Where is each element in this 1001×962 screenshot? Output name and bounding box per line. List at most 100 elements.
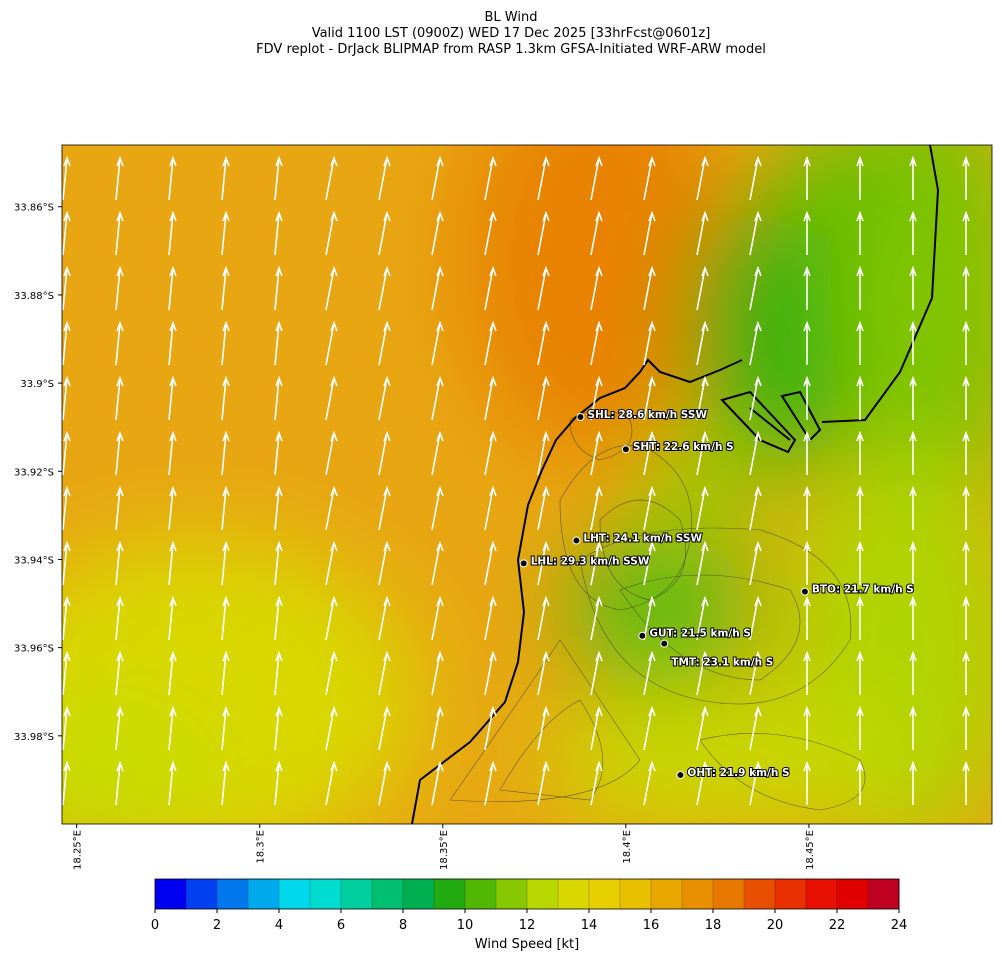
wind-arrow xyxy=(803,485,811,530)
wind-arrow xyxy=(537,705,550,751)
wind-arrow xyxy=(325,155,338,201)
wind-arrow xyxy=(484,375,497,421)
lon-tick-label: 18.25°E xyxy=(73,830,84,870)
wind-arrow xyxy=(431,485,444,531)
wind-arrow xyxy=(696,430,709,476)
wind-arrow xyxy=(431,430,444,476)
wind-arrow xyxy=(749,760,762,806)
wind-arrow xyxy=(696,210,709,256)
wind-arrow xyxy=(62,595,71,641)
colorbar-segment xyxy=(279,879,311,909)
wind-arrow xyxy=(909,705,917,750)
colorbar-segment xyxy=(868,879,900,909)
colorbar-segment xyxy=(744,879,776,909)
wind-arrow xyxy=(696,595,709,641)
wind-arrow xyxy=(115,705,124,751)
wind-arrow xyxy=(484,760,497,806)
station-dot xyxy=(572,536,581,545)
wind-arrow xyxy=(221,210,230,256)
colorbar-segment xyxy=(837,879,869,909)
wind-arrow xyxy=(378,760,391,806)
station-label: TMT: 23.1 km/h S xyxy=(671,657,773,669)
wind-arrow xyxy=(962,485,970,530)
wind-arrow xyxy=(590,265,603,311)
wind-arrow xyxy=(962,650,970,695)
wind-arrow xyxy=(221,760,230,806)
wind-arrow xyxy=(115,595,124,641)
wind-arrow xyxy=(378,210,391,256)
station-label: SHT: 22.6 km/h S xyxy=(633,441,734,453)
wind-arrow xyxy=(803,320,811,365)
wind-arrow xyxy=(696,375,709,421)
wind-arrow xyxy=(168,595,177,641)
wind-arrow xyxy=(962,760,970,805)
wind-arrow xyxy=(803,375,811,420)
wind-arrow xyxy=(484,705,497,751)
wind-arrow xyxy=(537,210,550,256)
title-line: FDV replot - DrJack BLIPMAP from RASP 1.… xyxy=(256,42,766,57)
wind-arrow xyxy=(274,430,283,476)
wind-arrow xyxy=(325,595,338,641)
wind-arrow xyxy=(62,375,71,421)
wind-arrow xyxy=(168,650,177,696)
wind-arrow xyxy=(803,595,811,640)
colorbar-tick-label: 4 xyxy=(275,918,283,933)
wind-arrow xyxy=(221,595,230,641)
lat-tick-label: 33.88°S xyxy=(14,291,54,302)
wind-arrow xyxy=(643,705,656,751)
lat-tick-label: 33.9°S xyxy=(20,379,54,390)
wind-arrow xyxy=(168,540,177,586)
wind-arrow xyxy=(221,650,230,696)
wind-arrow xyxy=(962,595,970,640)
colorbar-tick-label: 10 xyxy=(457,918,474,933)
lat-tick-label: 33.92°S xyxy=(14,467,54,478)
colorbar-segment xyxy=(434,879,466,909)
wind-arrow xyxy=(431,760,444,806)
wind-arrow xyxy=(696,705,709,751)
wind-arrow xyxy=(590,210,603,256)
wind-arrow xyxy=(378,595,391,641)
colorbar-tick-label: 20 xyxy=(767,918,784,933)
wind-arrow xyxy=(115,210,124,256)
wind-arrow xyxy=(537,650,550,696)
wind-arrow xyxy=(962,265,970,310)
wind-arrows xyxy=(62,155,970,806)
wind-arrow xyxy=(484,265,497,311)
wind-arrow xyxy=(643,320,656,366)
wind-arrow xyxy=(378,320,391,366)
wind-arrow xyxy=(909,265,917,310)
wind-arrow xyxy=(484,595,497,641)
wind-arrow xyxy=(378,265,391,311)
wind-arrow xyxy=(62,210,71,256)
colorbar-segment xyxy=(341,879,373,909)
wind-arrow xyxy=(749,210,762,256)
wind-arrow xyxy=(962,320,970,365)
wind-arrow xyxy=(115,650,124,696)
wind-arrow xyxy=(325,650,338,696)
wind-arrow xyxy=(325,540,338,586)
wind-arrow xyxy=(325,705,338,751)
wind-arrow xyxy=(909,375,917,420)
colorbar-tick-label: 0 xyxy=(151,918,159,933)
wind-arrow xyxy=(115,320,124,366)
wind-arrow xyxy=(431,265,444,311)
colorbar-segment xyxy=(217,879,249,909)
wind-arrow xyxy=(643,595,656,641)
wind-arrow xyxy=(62,430,71,476)
wind-arrow xyxy=(484,430,497,476)
wind-arrow xyxy=(274,375,283,421)
colorbar-segment xyxy=(527,879,559,909)
wind-arrow xyxy=(856,210,864,255)
title-line: BL Wind xyxy=(485,10,538,25)
wind-arrow xyxy=(749,540,762,586)
wind-arrow xyxy=(115,375,124,421)
wind-arrow xyxy=(168,705,177,751)
wind-arrow xyxy=(274,540,283,586)
wind-arrow xyxy=(221,430,230,476)
wind-arrow xyxy=(643,375,656,421)
colorbar-tick-label: 12 xyxy=(519,918,536,933)
wind-arrow xyxy=(909,430,917,475)
wind-arrow xyxy=(909,210,917,255)
wind-arrow xyxy=(537,430,550,476)
wind-arrow xyxy=(221,155,230,201)
